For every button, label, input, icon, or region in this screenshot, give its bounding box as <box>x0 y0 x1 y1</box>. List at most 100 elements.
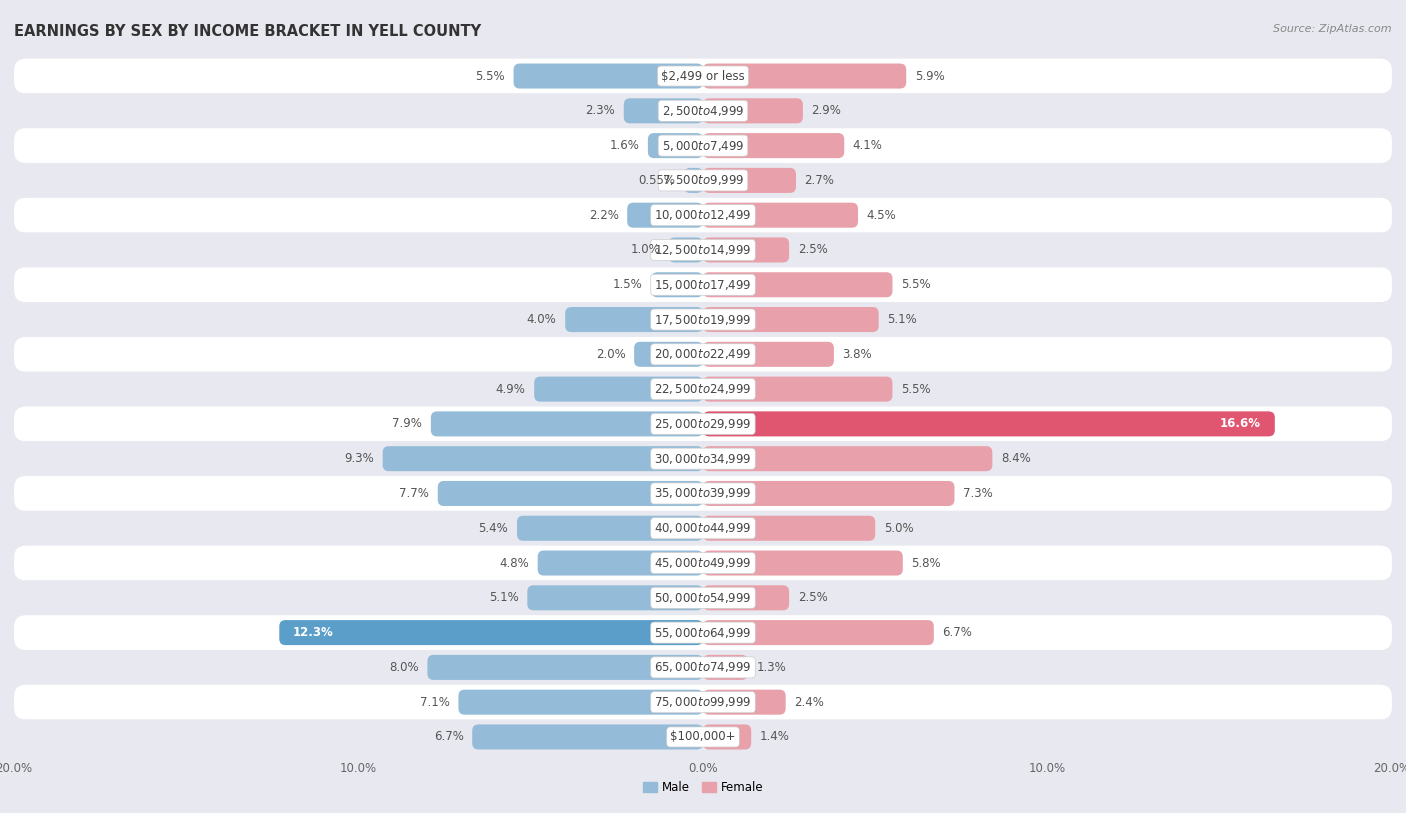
Text: 2.9%: 2.9% <box>811 104 841 117</box>
Text: 5.5%: 5.5% <box>901 278 931 291</box>
Text: $5,000 to $7,499: $5,000 to $7,499 <box>662 138 744 153</box>
FancyBboxPatch shape <box>669 237 703 263</box>
Text: Source: ZipAtlas.com: Source: ZipAtlas.com <box>1274 24 1392 34</box>
Text: $20,000 to $22,499: $20,000 to $22,499 <box>654 347 752 361</box>
Text: $30,000 to $34,999: $30,000 to $34,999 <box>654 452 752 466</box>
FancyBboxPatch shape <box>703 237 789 263</box>
Text: $45,000 to $49,999: $45,000 to $49,999 <box>654 556 752 570</box>
Text: 16.6%: 16.6% <box>1220 417 1261 430</box>
FancyBboxPatch shape <box>703 585 789 611</box>
FancyBboxPatch shape <box>14 59 1392 93</box>
Text: $25,000 to $29,999: $25,000 to $29,999 <box>654 417 752 431</box>
Text: 1.0%: 1.0% <box>630 243 659 256</box>
FancyBboxPatch shape <box>537 550 703 576</box>
FancyBboxPatch shape <box>280 620 703 646</box>
FancyBboxPatch shape <box>14 546 1392 580</box>
FancyBboxPatch shape <box>14 580 1392 615</box>
FancyBboxPatch shape <box>703 724 751 750</box>
Text: 2.5%: 2.5% <box>797 591 828 604</box>
FancyBboxPatch shape <box>14 93 1392 128</box>
Text: $10,000 to $12,499: $10,000 to $12,499 <box>654 208 752 222</box>
Text: $35,000 to $39,999: $35,000 to $39,999 <box>654 486 752 501</box>
Text: 8.4%: 8.4% <box>1001 452 1031 465</box>
Text: 5.5%: 5.5% <box>475 70 505 83</box>
FancyBboxPatch shape <box>703 515 875 541</box>
Text: 4.1%: 4.1% <box>853 139 883 152</box>
FancyBboxPatch shape <box>14 720 1392 754</box>
FancyBboxPatch shape <box>703 63 907 89</box>
Text: 5.5%: 5.5% <box>901 383 931 396</box>
FancyBboxPatch shape <box>703 411 1275 437</box>
Text: 6.7%: 6.7% <box>942 626 973 639</box>
Text: 2.3%: 2.3% <box>585 104 616 117</box>
Text: 12.3%: 12.3% <box>292 626 333 639</box>
Text: 7.1%: 7.1% <box>420 696 450 709</box>
Text: $17,500 to $19,999: $17,500 to $19,999 <box>654 312 752 327</box>
FancyBboxPatch shape <box>427 654 703 680</box>
FancyBboxPatch shape <box>634 341 703 367</box>
FancyBboxPatch shape <box>648 133 703 159</box>
FancyBboxPatch shape <box>14 650 1392 685</box>
FancyBboxPatch shape <box>14 511 1392 546</box>
Text: 4.8%: 4.8% <box>499 557 529 570</box>
FancyBboxPatch shape <box>651 272 703 298</box>
FancyBboxPatch shape <box>703 341 834 367</box>
FancyBboxPatch shape <box>517 515 703 541</box>
Text: 3.8%: 3.8% <box>842 348 872 361</box>
FancyBboxPatch shape <box>627 202 703 228</box>
Text: $40,000 to $44,999: $40,000 to $44,999 <box>654 521 752 535</box>
FancyBboxPatch shape <box>430 411 703 437</box>
FancyBboxPatch shape <box>703 550 903 576</box>
Text: $75,000 to $99,999: $75,000 to $99,999 <box>654 695 752 709</box>
Text: 5.4%: 5.4% <box>478 522 509 535</box>
FancyBboxPatch shape <box>703 307 879 332</box>
FancyBboxPatch shape <box>382 446 703 472</box>
Text: 6.7%: 6.7% <box>433 730 464 743</box>
Text: 1.4%: 1.4% <box>759 730 790 743</box>
FancyBboxPatch shape <box>527 585 703 611</box>
FancyBboxPatch shape <box>14 267 1392 302</box>
Text: 4.0%: 4.0% <box>527 313 557 326</box>
FancyBboxPatch shape <box>437 481 703 506</box>
Legend: Male, Female: Male, Female <box>638 776 768 799</box>
FancyBboxPatch shape <box>703 446 993 472</box>
Text: $7,500 to $9,999: $7,500 to $9,999 <box>662 173 744 188</box>
Text: 5.1%: 5.1% <box>489 591 519 604</box>
FancyBboxPatch shape <box>14 128 1392 163</box>
FancyBboxPatch shape <box>14 337 1392 372</box>
FancyBboxPatch shape <box>513 63 703 89</box>
Text: 2.7%: 2.7% <box>804 174 835 187</box>
Text: 2.0%: 2.0% <box>596 348 626 361</box>
FancyBboxPatch shape <box>14 372 1392 406</box>
FancyBboxPatch shape <box>685 167 703 193</box>
Text: 1.6%: 1.6% <box>609 139 640 152</box>
Text: 5.9%: 5.9% <box>915 70 945 83</box>
Text: 5.8%: 5.8% <box>911 557 941 570</box>
FancyBboxPatch shape <box>14 476 1392 511</box>
Text: $22,500 to $24,999: $22,500 to $24,999 <box>654 382 752 396</box>
FancyBboxPatch shape <box>703 98 803 124</box>
Text: 2.5%: 2.5% <box>797 243 828 256</box>
Text: 5.1%: 5.1% <box>887 313 917 326</box>
Text: $55,000 to $64,999: $55,000 to $64,999 <box>654 625 752 640</box>
Text: 2.4%: 2.4% <box>794 696 824 709</box>
FancyBboxPatch shape <box>703 272 893 298</box>
FancyBboxPatch shape <box>14 163 1392 198</box>
Text: 7.9%: 7.9% <box>392 417 422 430</box>
FancyBboxPatch shape <box>624 98 703 124</box>
Text: $65,000 to $74,999: $65,000 to $74,999 <box>654 660 752 675</box>
FancyBboxPatch shape <box>472 724 703 750</box>
FancyBboxPatch shape <box>14 302 1392 337</box>
FancyBboxPatch shape <box>703 620 934 646</box>
Text: $12,500 to $14,999: $12,500 to $14,999 <box>654 243 752 257</box>
Text: 9.3%: 9.3% <box>344 452 374 465</box>
Text: $100,000+: $100,000+ <box>671 730 735 743</box>
Text: 1.5%: 1.5% <box>613 278 643 291</box>
Text: 5.0%: 5.0% <box>884 522 914 535</box>
FancyBboxPatch shape <box>703 202 858 228</box>
FancyBboxPatch shape <box>703 167 796 193</box>
Text: 4.5%: 4.5% <box>866 209 897 222</box>
FancyBboxPatch shape <box>14 233 1392 267</box>
FancyBboxPatch shape <box>703 654 748 680</box>
FancyBboxPatch shape <box>14 198 1392 233</box>
